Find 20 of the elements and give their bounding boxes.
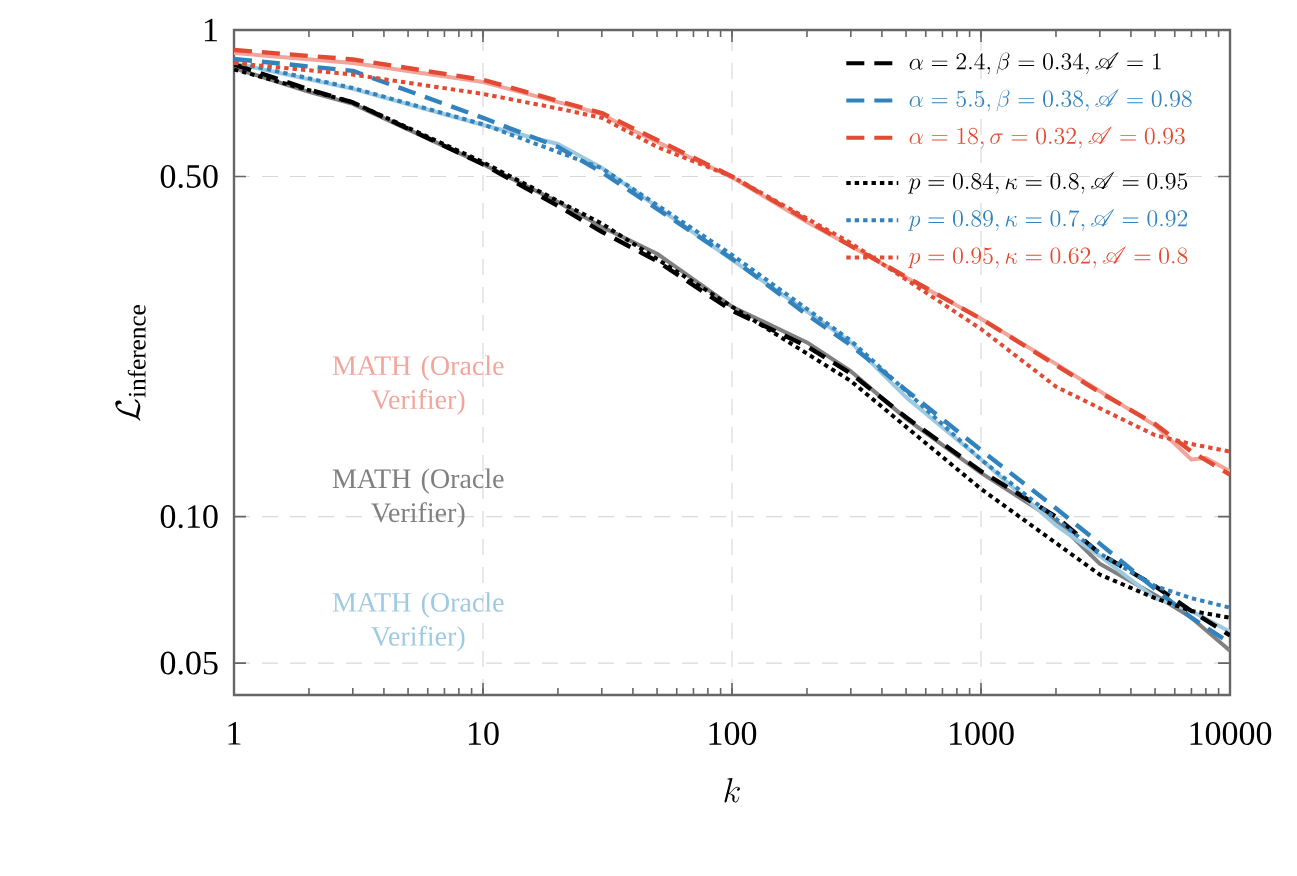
legend-label: $p = 0.89,\kappa = 0.7,\mathscr{A} = 0.92$ xyxy=(907,209,1188,231)
x-tick-label: 10 xyxy=(468,722,499,746)
text: MATH (Oracle Verifier) xyxy=(332,592,504,652)
legend-label: $\alpha = 5.5,\beta = 0.38,\mathscr{A} = 0.98$ xyxy=(909,89,1192,112)
text: MATH (Oracle Verifier) xyxy=(332,355,504,415)
y-tick-label: 0.50 xyxy=(160,164,218,189)
x-tick-label: 10000 xyxy=(1190,722,1272,746)
legend-label: $\alpha = 18,\sigma = 0.32,\mathscr{A} = 0.93$ xyxy=(909,126,1185,149)
legend-label: $p = 0.95,\kappa = 0.62,\mathscr{A} = 0.8$ xyxy=(907,246,1188,269)
y-tick-label: 0.05 xyxy=(160,651,218,675)
x-axis-title: $k$ xyxy=(724,778,740,803)
y-axis-title: $\mathcal{L}_{\text{inference}}$ xyxy=(115,305,146,421)
text: MATH (Oracle Verifier) xyxy=(332,468,504,528)
x-tick-label: 1 xyxy=(228,722,241,745)
x-tick-label: 1000 xyxy=(949,722,1014,746)
y-tick-label: 0.10 xyxy=(160,505,218,529)
legend-label: $p = 0.84,\kappa = 0.8,\mathscr{A} = 0.95$ xyxy=(907,171,1188,194)
x-tick-label: 100 xyxy=(709,722,757,746)
y-tick-label: 1 xyxy=(204,18,217,42)
legend-label: $\alpha = 2.4,\beta = 0.34,\mathscr{A} = 1$ xyxy=(909,52,1161,74)
